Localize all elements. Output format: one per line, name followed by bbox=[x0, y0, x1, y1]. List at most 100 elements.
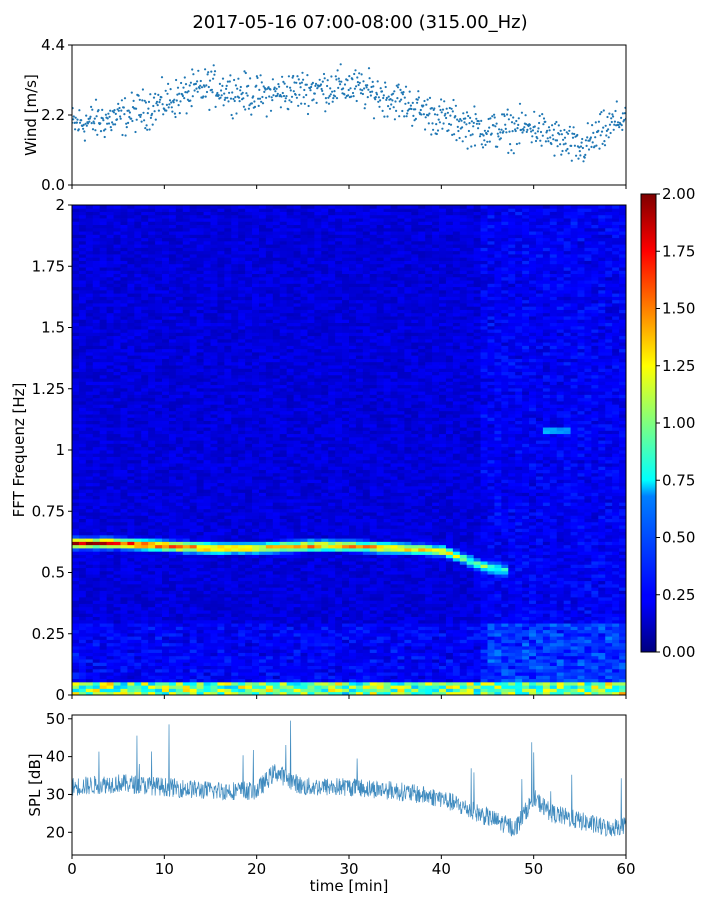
spectrogram-cell bbox=[238, 531, 246, 536]
spectrogram-cell bbox=[92, 489, 101, 493]
spectrogram-cell bbox=[252, 485, 260, 490]
spectrogram-cell bbox=[155, 655, 163, 660]
wind-point bbox=[536, 137, 539, 140]
spectrogram-cell bbox=[168, 649, 177, 653]
spectrogram-cell bbox=[113, 325, 121, 330]
spectrogram-cell bbox=[155, 404, 163, 408]
spectrogram-cell bbox=[203, 489, 211, 493]
spectrogram-cell bbox=[127, 583, 135, 588]
spectrogram-cell bbox=[155, 521, 163, 526]
spectrogram-cell bbox=[78, 387, 87, 392]
spectrogram-cell bbox=[258, 691, 267, 696]
spectrogram-cell bbox=[92, 293, 101, 297]
spectrogram-cell bbox=[141, 489, 149, 493]
spectrogram-cell bbox=[245, 254, 253, 258]
spectrogram-cell bbox=[168, 433, 177, 438]
spectrogram-cell bbox=[175, 420, 184, 425]
spectrogram-cell bbox=[127, 306, 135, 310]
spectrogram-cell bbox=[231, 551, 239, 555]
spectrogram-cell bbox=[99, 365, 108, 369]
spectrogram-cell bbox=[182, 234, 191, 239]
spectrogram-cell bbox=[196, 508, 204, 513]
wind-point bbox=[457, 120, 461, 123]
spectrogram-cell bbox=[175, 456, 184, 461]
spectrogram-cell bbox=[127, 381, 135, 386]
spectrogram-cell bbox=[252, 342, 260, 346]
spectrogram-cell bbox=[92, 446, 101, 451]
spectrogram-cell bbox=[224, 427, 232, 431]
wind-point bbox=[499, 131, 502, 134]
spectrogram-cell bbox=[196, 407, 204, 412]
spectrogram-cell bbox=[148, 368, 156, 372]
spectrogram-cell bbox=[224, 531, 232, 536]
spectrogram-cell bbox=[106, 554, 114, 559]
wind-point bbox=[377, 96, 380, 99]
spectrogram-cell bbox=[72, 632, 80, 637]
spectrogram-cell bbox=[85, 626, 94, 631]
wind-point bbox=[517, 123, 520, 126]
spectrogram-cell bbox=[120, 665, 128, 670]
spectrogram-cell bbox=[162, 570, 170, 575]
spectrogram-cell bbox=[182, 211, 191, 216]
spectrogram-cell bbox=[196, 397, 204, 402]
spectrogram-cell bbox=[175, 593, 184, 598]
spectrogram-cell bbox=[210, 456, 218, 461]
spectrogram-cell bbox=[189, 610, 198, 614]
wind-point bbox=[359, 92, 363, 95]
spectrogram-cell bbox=[127, 280, 135, 284]
spectrogram-cell bbox=[245, 544, 253, 549]
spectrogram-cell bbox=[72, 427, 80, 431]
wind-point bbox=[417, 96, 420, 99]
spectrogram-cell bbox=[258, 662, 267, 666]
spectrogram-cell bbox=[92, 600, 101, 604]
spectrogram-cell bbox=[155, 515, 163, 519]
spectrogram-cell bbox=[148, 299, 156, 304]
spectrogram-cell bbox=[189, 567, 198, 572]
spectrogram-cell bbox=[148, 639, 156, 644]
spectrogram-cell bbox=[203, 505, 211, 510]
spectrogram-cell bbox=[85, 561, 94, 565]
spectrogram-cell bbox=[203, 472, 211, 477]
spectrogram-cell bbox=[113, 410, 121, 415]
spectrogram-cell bbox=[175, 580, 184, 585]
spectrogram-cell bbox=[210, 355, 218, 359]
wind-point bbox=[253, 100, 256, 103]
spectrogram-cell bbox=[231, 260, 239, 265]
spectrogram-cell bbox=[148, 489, 156, 493]
spectrogram-cell bbox=[238, 518, 246, 523]
spectrogram-cell bbox=[148, 548, 156, 552]
spectrogram-cell bbox=[148, 466, 156, 470]
spectrogram-cell bbox=[175, 551, 184, 555]
spectrogram-cell bbox=[120, 391, 128, 395]
spectrogram-cell bbox=[106, 384, 114, 389]
spectrogram-cell bbox=[78, 485, 87, 490]
spectrogram-cell bbox=[120, 632, 128, 637]
wind-point bbox=[276, 92, 279, 95]
spectrogram-cell bbox=[127, 227, 135, 232]
spectrogram-cell bbox=[141, 299, 149, 304]
wind-point bbox=[229, 74, 232, 77]
spectrogram-cell bbox=[231, 499, 239, 503]
spectrogram-cell bbox=[182, 587, 191, 591]
spectrogram-cell bbox=[134, 548, 142, 552]
spectrogram-cell bbox=[106, 433, 114, 438]
spectrogram-cell bbox=[168, 205, 177, 209]
spectrogram-cell bbox=[162, 652, 170, 657]
spectrogram-cell bbox=[72, 685, 80, 689]
wind-point bbox=[175, 99, 178, 102]
spectrogram-cell bbox=[148, 234, 156, 239]
spectrogram-cell bbox=[113, 476, 121, 480]
spectrogram-cell bbox=[189, 629, 198, 634]
spectrogram-cell bbox=[92, 208, 101, 212]
spectrogram-cell bbox=[245, 521, 253, 526]
spectrogram-cell bbox=[168, 590, 177, 595]
spectrogram-cell bbox=[85, 440, 94, 444]
spectrogram-cell bbox=[217, 270, 225, 274]
spectrogram-cell bbox=[141, 541, 149, 546]
spectrogram-cell bbox=[224, 512, 232, 516]
spectrogram-cell bbox=[210, 205, 218, 209]
spectrogram-cell bbox=[127, 577, 135, 582]
spectrogram-cell bbox=[148, 662, 156, 666]
spectrogram-cell bbox=[224, 208, 232, 212]
wind-point bbox=[242, 97, 245, 100]
